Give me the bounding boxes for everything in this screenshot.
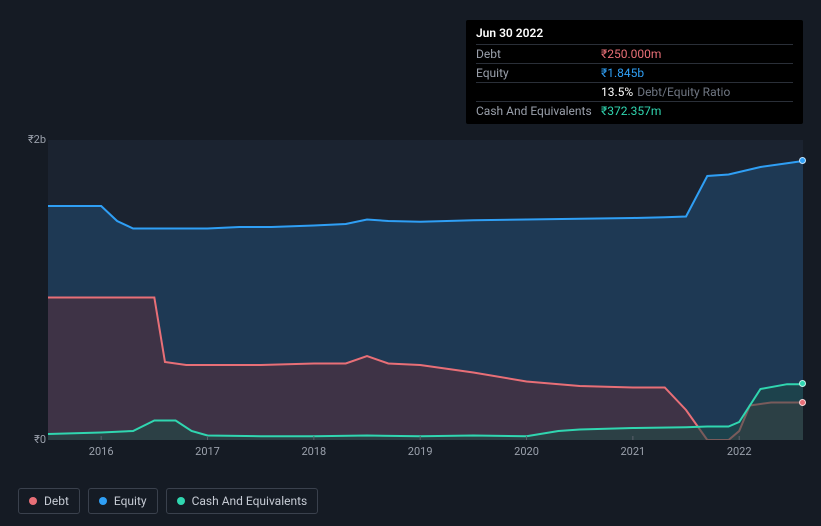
debt-end-marker — [799, 399, 806, 406]
legend-item-equity[interactable]: Equity — [88, 488, 158, 514]
legend-label: Cash And Equivalents — [192, 494, 308, 508]
chart-plot-area[interactable] — [48, 140, 803, 440]
chart-legend: Debt Equity Cash And Equivalents — [18, 488, 318, 514]
tooltip-row-value: 13.5% — [601, 85, 633, 99]
legend-item-cash[interactable]: Cash And Equivalents — [166, 488, 319, 514]
tooltip-row: Equity₹1.845b — [476, 63, 793, 82]
legend-dot-icon — [177, 497, 185, 505]
tooltip-row-value: ₹250.000m — [601, 47, 661, 61]
tooltip-row-suffix: Debt/Equity Ratio — [637, 85, 730, 99]
y-axis-label: ₹0 — [18, 433, 46, 446]
cash-end-marker — [799, 380, 806, 387]
tooltip-row-label: Cash And Equivalents — [476, 104, 601, 118]
debt-equity-chart: ₹2b ₹0 2016 2017 2018 2019 2020 2021 2022 — [18, 125, 803, 470]
x-axis-label: 2019 — [408, 445, 433, 458]
tooltip-row: 13.5% Debt/Equity Ratio — [476, 82, 793, 101]
x-axis-label: 2022 — [727, 445, 752, 458]
equity-end-marker — [799, 157, 806, 164]
legend-label: Debt — [44, 494, 69, 508]
chart-tooltip: Jun 30 2022 Debt₹250.000mEquity₹1.845b13… — [466, 20, 803, 124]
x-axis-label: 2016 — [89, 445, 114, 458]
tooltip-row-label: Debt — [476, 47, 601, 61]
tooltip-date: Jun 30 2022 — [476, 26, 793, 40]
tooltip-row-value: ₹372.357m — [601, 104, 661, 118]
tooltip-row-label — [476, 85, 601, 99]
legend-item-debt[interactable]: Debt — [18, 488, 80, 514]
x-axis-label: 2018 — [301, 445, 326, 458]
legend-label: Equity — [114, 494, 147, 508]
x-axis-label: 2017 — [195, 445, 220, 458]
y-axis-label: ₹2b — [18, 133, 46, 146]
tooltip-row-value: ₹1.845b — [601, 66, 644, 80]
legend-dot-icon — [29, 497, 37, 505]
legend-dot-icon — [99, 497, 107, 505]
tooltip-row: Cash And Equivalents₹372.357m — [476, 101, 793, 120]
tooltip-row: Debt₹250.000m — [476, 44, 793, 63]
x-axis-label: 2020 — [514, 445, 539, 458]
tooltip-row-label: Equity — [476, 66, 601, 80]
x-axis-label: 2021 — [620, 445, 645, 458]
